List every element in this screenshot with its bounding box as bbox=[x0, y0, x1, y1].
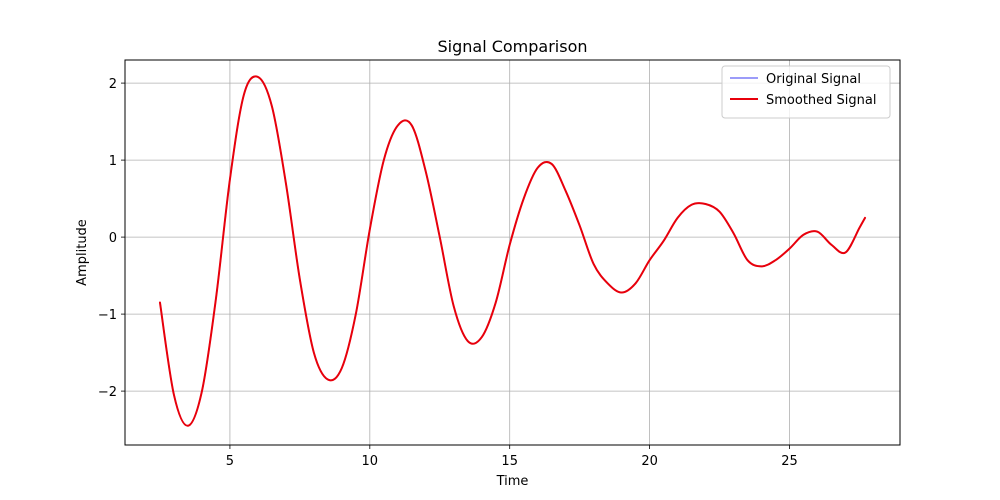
x-tick-label: 20 bbox=[641, 454, 658, 469]
x-tick-label: 15 bbox=[501, 454, 518, 469]
x-tick-label: 10 bbox=[362, 454, 379, 469]
legend: Original Signal Smoothed Signal bbox=[721, 65, 891, 119]
y-axis-label: Amplitude bbox=[75, 219, 90, 286]
axis-ticks: 5 10 15 20 25 −2 −1 0 1 2 bbox=[98, 77, 798, 469]
y-tick-label: 0 bbox=[109, 231, 117, 246]
series-layer bbox=[158, 75, 867, 427]
smoothed-signal-line bbox=[158, 75, 867, 427]
y-tick-label: −1 bbox=[98, 308, 117, 323]
x-tick-label: 5 bbox=[226, 454, 234, 469]
y-tick-label: 2 bbox=[109, 77, 117, 92]
plot-frame bbox=[124, 59, 901, 446]
legend-label: Smoothed Signal bbox=[766, 93, 876, 108]
x-axis-label: Time bbox=[496, 474, 529, 489]
y-tick-label: 1 bbox=[109, 154, 117, 169]
chart-title: Signal Comparison bbox=[437, 37, 587, 56]
y-tick-label: −2 bbox=[98, 385, 117, 400]
x-tick-label: 25 bbox=[781, 454, 798, 469]
legend-label: Original Signal bbox=[766, 72, 861, 87]
legend-box bbox=[721, 65, 891, 119]
